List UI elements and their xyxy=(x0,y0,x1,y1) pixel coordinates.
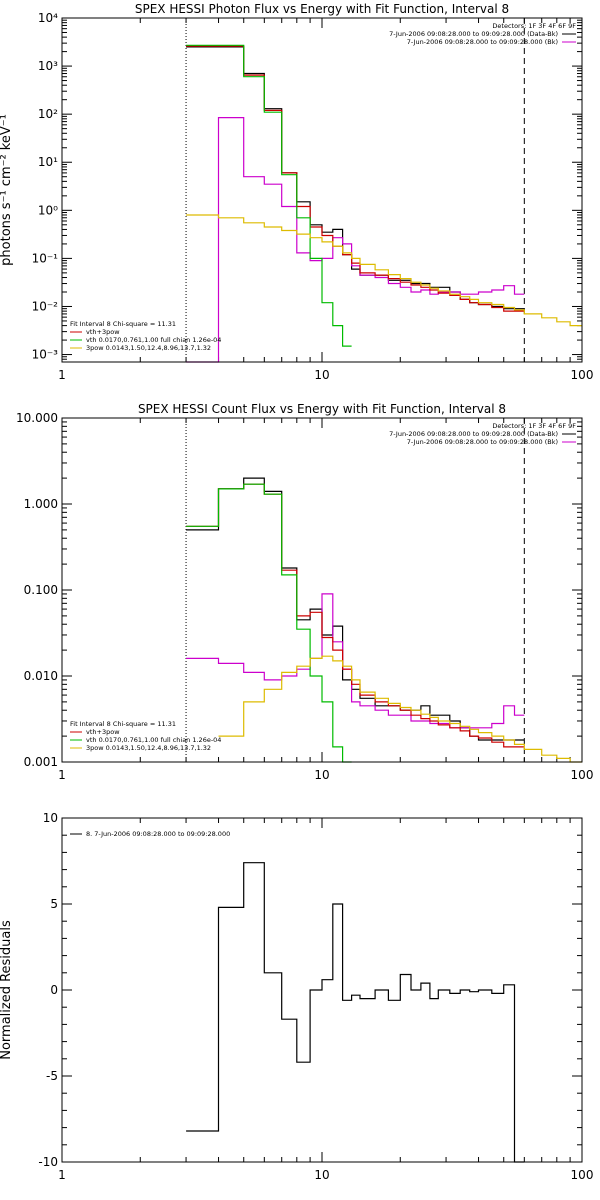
series-line-1 xyxy=(186,46,525,310)
x-tick-label: 1 xyxy=(58,1168,66,1182)
series-line-2 xyxy=(186,593,525,729)
legend-entry: vth+3pow xyxy=(86,328,120,336)
plot-frame xyxy=(61,417,583,763)
chart-title: SPEX HESSI Photon Flux vs Energy with Fi… xyxy=(135,2,509,16)
legend-entry: 7-Jun-2006 09:08:28.000 to 09:09:28.000 … xyxy=(407,38,558,46)
series-line-1 xyxy=(186,862,525,1163)
y-tick-label: 10⁻³ xyxy=(32,348,59,362)
chart-panel-2: SPEX HESSI Count Flux vs Energy with Fit… xyxy=(16,402,593,782)
y-axis-label: Normalized Residuals xyxy=(0,920,14,1060)
y-tick-label: 10.000 xyxy=(16,411,58,425)
legend-entry: Detectors: 1F 3F 4F 6F 9F xyxy=(492,422,576,430)
plot-frame xyxy=(61,817,583,1163)
y-tick-label: 0 xyxy=(50,983,58,997)
y-tick-label: 5 xyxy=(50,897,58,911)
y-tick-label: 10⁻¹ xyxy=(32,251,59,265)
y-tick-label: 10³ xyxy=(38,59,58,73)
y-tick-label: -5 xyxy=(46,1069,58,1083)
series-line-3 xyxy=(186,483,525,748)
y-tick-label: 0.001 xyxy=(24,755,58,769)
legend-entry: 3pow 0.0143,1.50,12.4,8.96,13.7,1.32 xyxy=(86,344,211,352)
x-tick-label: 1 xyxy=(58,768,66,782)
y-tick-label: 10⁻² xyxy=(32,299,59,313)
x-tick-label: 10 xyxy=(314,368,329,382)
series-line-5 xyxy=(186,214,582,327)
legend-entry: vth 0.0170,0.761,1.00 full chian 1.26e-0… xyxy=(86,736,221,744)
legend-entry: vth 0.0170,0.761,1.00 full chian 1.26e-0… xyxy=(86,336,221,344)
legend-entry: 3pow 0.0143,1.50,12.4,8.96,13.7,1.32 xyxy=(86,744,211,752)
series-line-1 xyxy=(186,477,525,741)
y-tick-label: 10⁴ xyxy=(38,11,58,25)
y-axis-label: photons s⁻¹ cm⁻² keV⁻¹ xyxy=(0,114,14,266)
y-tick-label: 1.000 xyxy=(24,497,58,511)
series-line-3 xyxy=(186,45,525,312)
series-line-2 xyxy=(186,116,525,363)
legend-entry: 7-Jun-2006 09:08:28.000 to 09:09:28.000 … xyxy=(389,30,558,38)
legend-entry: 8. 7-Jun-2006 09:08:28.000 to 09:09:28.0… xyxy=(86,830,230,838)
legend-entry: 7-Jun-2006 09:08:28.000 to 09:09:28.000 … xyxy=(407,438,558,446)
x-tick-label: 100 xyxy=(571,368,594,382)
legend-entry: 7-Jun-2006 09:08:28.000 to 09:09:28.000 … xyxy=(389,430,558,438)
x-tick-label: 1 xyxy=(58,368,66,382)
y-tick-label: 0.100 xyxy=(24,583,58,597)
x-tick-label: 10 xyxy=(314,768,329,782)
legend-entry: vth+3pow xyxy=(86,728,120,736)
chart-panel-3: Normalized Residuals 1 10 100 -10 -5 0 5 10 8. 7-… xyxy=(0,811,593,1182)
series-line-4 xyxy=(186,44,352,347)
y-tick-label: 10⁰ xyxy=(38,203,58,217)
plot-frame xyxy=(61,17,583,363)
series-line-5 xyxy=(218,655,582,763)
x-tick-label: 100 xyxy=(571,1168,594,1182)
chart-panel-1: SPEX HESSI Photon Flux vs Energy with Fi… xyxy=(0,2,593,382)
legend-entry: Fit Interval 8 Chi-square = 11.31 xyxy=(70,320,176,328)
y-tick-label: 0.010 xyxy=(24,669,58,683)
y-tick-label: 10¹ xyxy=(38,155,58,169)
legend-entry: Detectors: 1F 3F 4F 6F 9F xyxy=(492,22,576,30)
chart-title: SPEX HESSI Count Flux vs Energy with Fit… xyxy=(138,402,506,416)
series-line-4 xyxy=(186,483,352,763)
y-tick-label: 10 xyxy=(43,811,58,825)
y-tick-label: -10 xyxy=(38,1155,58,1169)
x-tick-label: 100 xyxy=(571,768,594,782)
y-tick-label: 10² xyxy=(38,107,58,121)
x-tick-label: 10 xyxy=(314,1168,329,1182)
legend-entry: Fit Interval 8 Chi-square = 11.31 xyxy=(70,720,176,728)
